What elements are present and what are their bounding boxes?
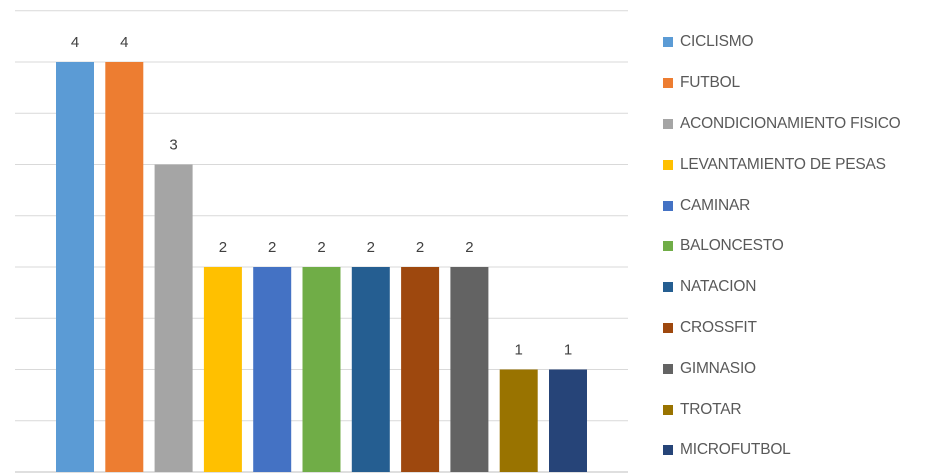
- legend-label: CICLISMO: [680, 33, 754, 51]
- legend-label: ACONDICIONAMIENTO FISICO: [680, 114, 901, 132]
- legend-swatch: [663, 241, 673, 252]
- data-label: 1: [515, 342, 523, 359]
- data-label: 2: [465, 239, 473, 256]
- legend-label: MICROFUTBOL: [680, 441, 791, 459]
- legend-swatch: [663, 37, 673, 48]
- legend-swatch: [663, 118, 673, 129]
- legend-item: TROTAR: [663, 389, 949, 430]
- chart-legend: CICLISMO FUTBOL ACONDICIONAMIENTO FISICO LE…: [663, 22, 949, 471]
- legend-item: NATACION: [663, 267, 949, 308]
- legend-item: CROSSFIT: [663, 308, 949, 349]
- legend-item: BALONCESTO: [663, 226, 949, 267]
- data-label: 4: [120, 34, 128, 51]
- legend-swatch: [663, 404, 673, 415]
- bar-natacion: [351, 267, 390, 472]
- bar-trotar: [499, 369, 538, 472]
- bar-baloncesto: [302, 267, 341, 472]
- bar-crossfit: [401, 267, 440, 472]
- data-label: 2: [268, 239, 276, 256]
- bar-acondicionamiento-fisico: [154, 164, 193, 472]
- legend-label: FUTBOL: [680, 74, 740, 92]
- data-label: 2: [219, 239, 227, 256]
- legend-item: LEVANTAMIENTO DE PESAS: [663, 144, 949, 185]
- legend-swatch: [663, 200, 673, 211]
- bar-levantamiento-de-pesas: [203, 267, 242, 472]
- bar-gimnasio: [450, 267, 489, 472]
- bar-chart: 4 4 3 2 2 2 2 2 2 1 1: [15, 10, 628, 473]
- legend-label: LEVANTAMIENTO DE PESAS: [680, 155, 886, 173]
- legend-swatch: [663, 363, 673, 374]
- data-label: 2: [416, 239, 424, 256]
- data-label: 2: [367, 239, 375, 256]
- legend-swatch: [663, 159, 673, 170]
- data-label: 2: [317, 239, 325, 256]
- legend-item: GIMNASIO: [663, 348, 949, 389]
- bar-caminar: [253, 267, 292, 472]
- legend-label: CROSSFIT: [680, 318, 757, 336]
- legend-item: CAMINAR: [663, 185, 949, 226]
- legend-label: GIMNASIO: [680, 359, 756, 377]
- bar-futbol: [105, 62, 144, 472]
- legend-swatch: [663, 282, 673, 293]
- data-label: 1: [564, 342, 572, 359]
- legend-swatch: [663, 78, 673, 89]
- legend-item: FUTBOL: [663, 63, 949, 104]
- legend-label: CAMINAR: [680, 196, 751, 214]
- data-label: 4: [71, 34, 79, 51]
- legend-item: MICROFUTBOL: [663, 430, 949, 471]
- legend-label: BALONCESTO: [680, 237, 784, 255]
- data-label: 3: [169, 137, 177, 154]
- legend-item: CICLISMO: [663, 22, 949, 63]
- legend-swatch: [663, 322, 673, 333]
- bar-microfutbol: [549, 369, 587, 472]
- legend-item: ACONDICIONAMIENTO FISICO: [663, 104, 949, 145]
- legend-label: NATACION: [680, 278, 757, 296]
- legend-swatch: [663, 445, 673, 456]
- legend-label: TROTAR: [680, 400, 742, 418]
- bar-ciclismo: [56, 62, 94, 472]
